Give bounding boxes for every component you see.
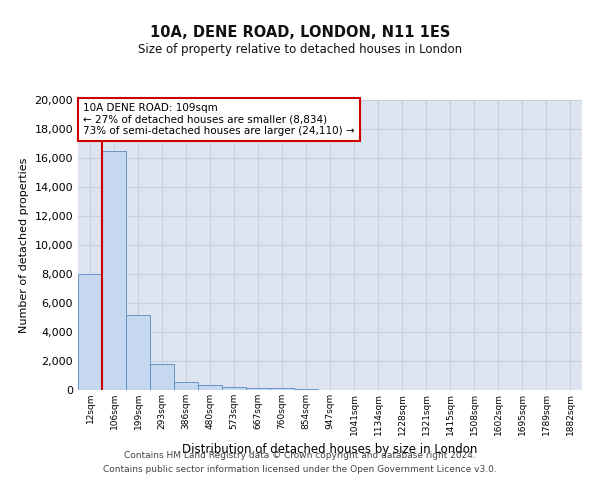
Bar [246,388,270,390]
Text: Size of property relative to detached houses in London: Size of property relative to detached ho… [138,44,462,57]
Bar [270,388,294,390]
Bar [126,314,150,390]
Text: 10A, DENE ROAD, LONDON, N11 1ES: 10A, DENE ROAD, LONDON, N11 1ES [150,25,450,40]
Bar [102,151,126,390]
Bar [174,382,198,390]
Text: Contains HM Land Registry data © Crown copyright and database right 2024.: Contains HM Land Registry data © Crown c… [124,450,476,460]
Bar [150,364,174,390]
Y-axis label: Number of detached properties: Number of detached properties [19,158,29,332]
Bar [294,389,318,390]
Bar [78,274,102,390]
Text: Contains public sector information licensed under the Open Government Licence v3: Contains public sector information licen… [103,466,497,474]
Bar [222,387,246,390]
X-axis label: Distribution of detached houses by size in London: Distribution of detached houses by size … [182,443,478,456]
Bar [198,385,222,390]
Text: 10A DENE ROAD: 109sqm
← 27% of detached houses are smaller (8,834)
73% of semi-d: 10A DENE ROAD: 109sqm ← 27% of detached … [83,103,355,136]
